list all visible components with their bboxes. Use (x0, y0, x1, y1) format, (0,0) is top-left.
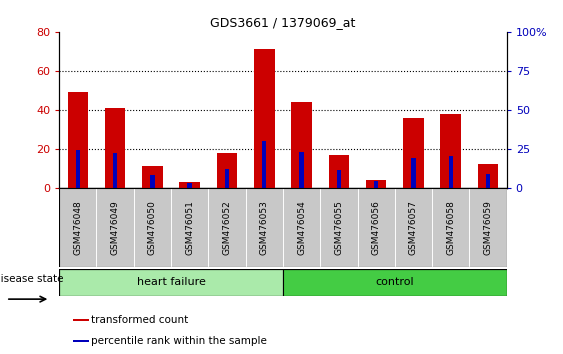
Text: GSM476059: GSM476059 (484, 200, 493, 255)
Bar (96, 188, 133, 267)
Text: heart failure: heart failure (137, 277, 205, 287)
Text: disease state: disease state (0, 274, 63, 284)
Bar (395, 188, 432, 267)
Bar (262, 141, 266, 188)
Text: GSM476051: GSM476051 (185, 200, 194, 255)
Bar (113, 153, 117, 188)
Bar (283, 269, 507, 296)
Bar (150, 175, 155, 188)
Text: control: control (376, 277, 414, 287)
Text: GSM476053: GSM476053 (260, 200, 269, 255)
Bar (374, 181, 378, 188)
Text: GSM476052: GSM476052 (222, 200, 231, 255)
Bar (411, 158, 415, 188)
Bar (75, 150, 80, 188)
Text: GSM476054: GSM476054 (297, 200, 306, 255)
Text: GSM476049: GSM476049 (110, 200, 119, 255)
Bar (187, 183, 192, 188)
Text: GSM476055: GSM476055 (334, 200, 343, 255)
Bar (358, 188, 395, 267)
Bar (73, 340, 88, 342)
Bar (180, 182, 200, 188)
Bar (300, 152, 304, 188)
Bar (254, 50, 275, 188)
Bar (486, 173, 490, 188)
Bar (366, 180, 386, 188)
Title: GDS3661 / 1379069_at: GDS3661 / 1379069_at (210, 16, 356, 29)
Bar (337, 171, 341, 188)
Bar (320, 188, 358, 267)
Text: GSM476048: GSM476048 (73, 200, 82, 255)
Bar (59, 269, 283, 296)
Bar (142, 166, 163, 188)
Bar (470, 188, 507, 267)
Bar (329, 154, 349, 188)
Bar (208, 188, 245, 267)
Text: GSM476056: GSM476056 (372, 200, 381, 255)
Text: GSM476050: GSM476050 (148, 200, 157, 255)
Bar (291, 102, 312, 188)
Bar (403, 118, 424, 188)
Bar (440, 114, 461, 188)
Bar (217, 153, 237, 188)
Bar (68, 92, 88, 188)
Bar (432, 188, 470, 267)
Text: GSM476057: GSM476057 (409, 200, 418, 255)
Bar (171, 188, 208, 267)
Bar (245, 188, 283, 267)
Bar (225, 169, 229, 188)
Bar (134, 188, 171, 267)
Text: GSM476058: GSM476058 (446, 200, 455, 255)
Bar (449, 156, 453, 188)
Bar (478, 164, 498, 188)
Bar (73, 319, 88, 321)
Text: transformed count: transformed count (91, 315, 189, 325)
Bar (105, 108, 126, 188)
Bar (59, 188, 96, 267)
Text: percentile rank within the sample: percentile rank within the sample (91, 336, 267, 346)
Bar (283, 188, 320, 267)
